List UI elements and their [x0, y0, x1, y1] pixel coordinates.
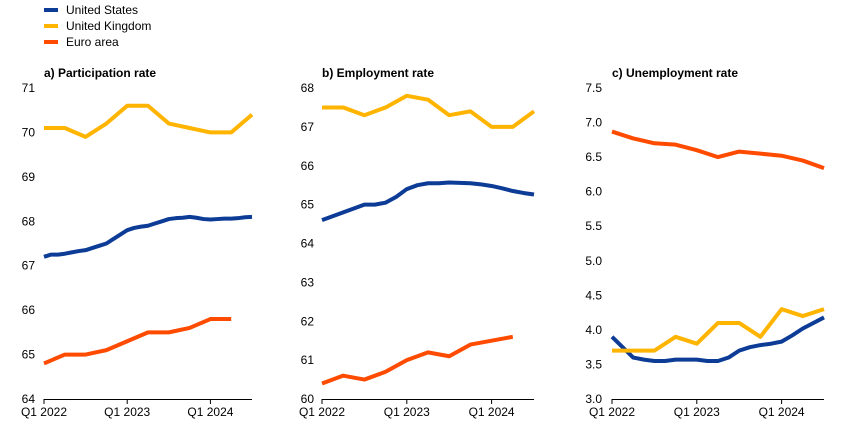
y-tick-label: 67 [301, 120, 315, 134]
legend-label: United States [66, 3, 139, 17]
y-tick-label: 7.0 [585, 116, 602, 130]
y-tick-label: 4.5 [585, 288, 602, 302]
legend-label: United Kingdom [66, 19, 152, 33]
x-tick-label: Q1 2023 [674, 405, 720, 419]
x-tick-label: Q1 2024 [469, 405, 515, 419]
x-tick-label: Q1 2024 [759, 405, 805, 419]
y-tick-label: 67 [22, 259, 36, 273]
y-tick-label: 65 [22, 348, 36, 362]
series-line [612, 307, 825, 353]
chart-panel: a) Participation rate 64 65 66 67 68 69 70 71 Q1 … [21, 66, 254, 419]
chart-title: b) Employment rate [322, 66, 434, 80]
y-tick-label: 71 [22, 81, 36, 95]
x-tick-label: Q1 2023 [104, 405, 150, 419]
y-tick-label: 68 [22, 214, 36, 228]
x-tick-label: Q1 2022 [21, 405, 67, 419]
y-tick-label: 6.5 [585, 150, 602, 164]
series-line [321, 334, 514, 386]
legend-swatch [44, 24, 58, 28]
y-tick-label: 70 [22, 125, 36, 139]
y-tick-label: 62 [301, 314, 315, 328]
y-tick-label: 3.5 [585, 357, 602, 371]
series-line [44, 103, 254, 139]
y-tick-label: 5.0 [585, 254, 602, 268]
y-tick-label: 63 [301, 275, 315, 289]
legend-label: Euro area [66, 35, 119, 49]
chart-legend: United States United Kingdom Euro area [44, 2, 151, 50]
y-tick-label: 64 [301, 237, 315, 251]
y-tick-label: 65 [301, 198, 315, 212]
y-tick-label: 64 [22, 392, 36, 406]
y-tick-label: 3.0 [585, 392, 602, 406]
series-line [610, 315, 825, 363]
series-line [43, 214, 253, 259]
y-tick-label: 4.0 [585, 323, 602, 337]
series-line [321, 180, 535, 223]
y-tick-label: 61 [301, 353, 315, 367]
chart-title: c) Unemployment rate [612, 66, 738, 80]
x-tick-label: Q1 2023 [384, 405, 430, 419]
series-line [43, 317, 232, 366]
x-tick-label: Q1 2024 [187, 405, 233, 419]
series-line [322, 93, 536, 129]
chart-panel: c) Unemployment rate 3.0 3.5 4.0 4.5 5.0 5.5 6.… [585, 66, 825, 419]
y-tick-label: 68 [301, 81, 315, 95]
x-tick-label: Q1 2022 [299, 405, 345, 419]
y-tick-label: 6.0 [585, 185, 602, 199]
y-tick-label: 7.5 [585, 81, 602, 95]
legend-item: United States [44, 2, 151, 18]
x-tick-label: Q1 2022 [589, 405, 635, 419]
chart-panel: b) Employment rate 60 61 62 63 64 65 66 67 68 Q1 2… [299, 66, 536, 419]
chart-title: a) Participation rate [44, 66, 156, 80]
legend-item: United Kingdom [44, 18, 151, 34]
legend-item: Euro area [44, 34, 151, 50]
y-tick-label: 66 [22, 303, 36, 317]
legend-swatch [44, 40, 58, 44]
y-tick-label: 69 [22, 170, 36, 184]
legend-swatch [44, 8, 58, 12]
y-tick-label: 5.5 [585, 219, 602, 233]
series-line [611, 129, 825, 171]
y-tick-label: 66 [301, 159, 315, 173]
y-tick-label: 60 [301, 392, 315, 406]
